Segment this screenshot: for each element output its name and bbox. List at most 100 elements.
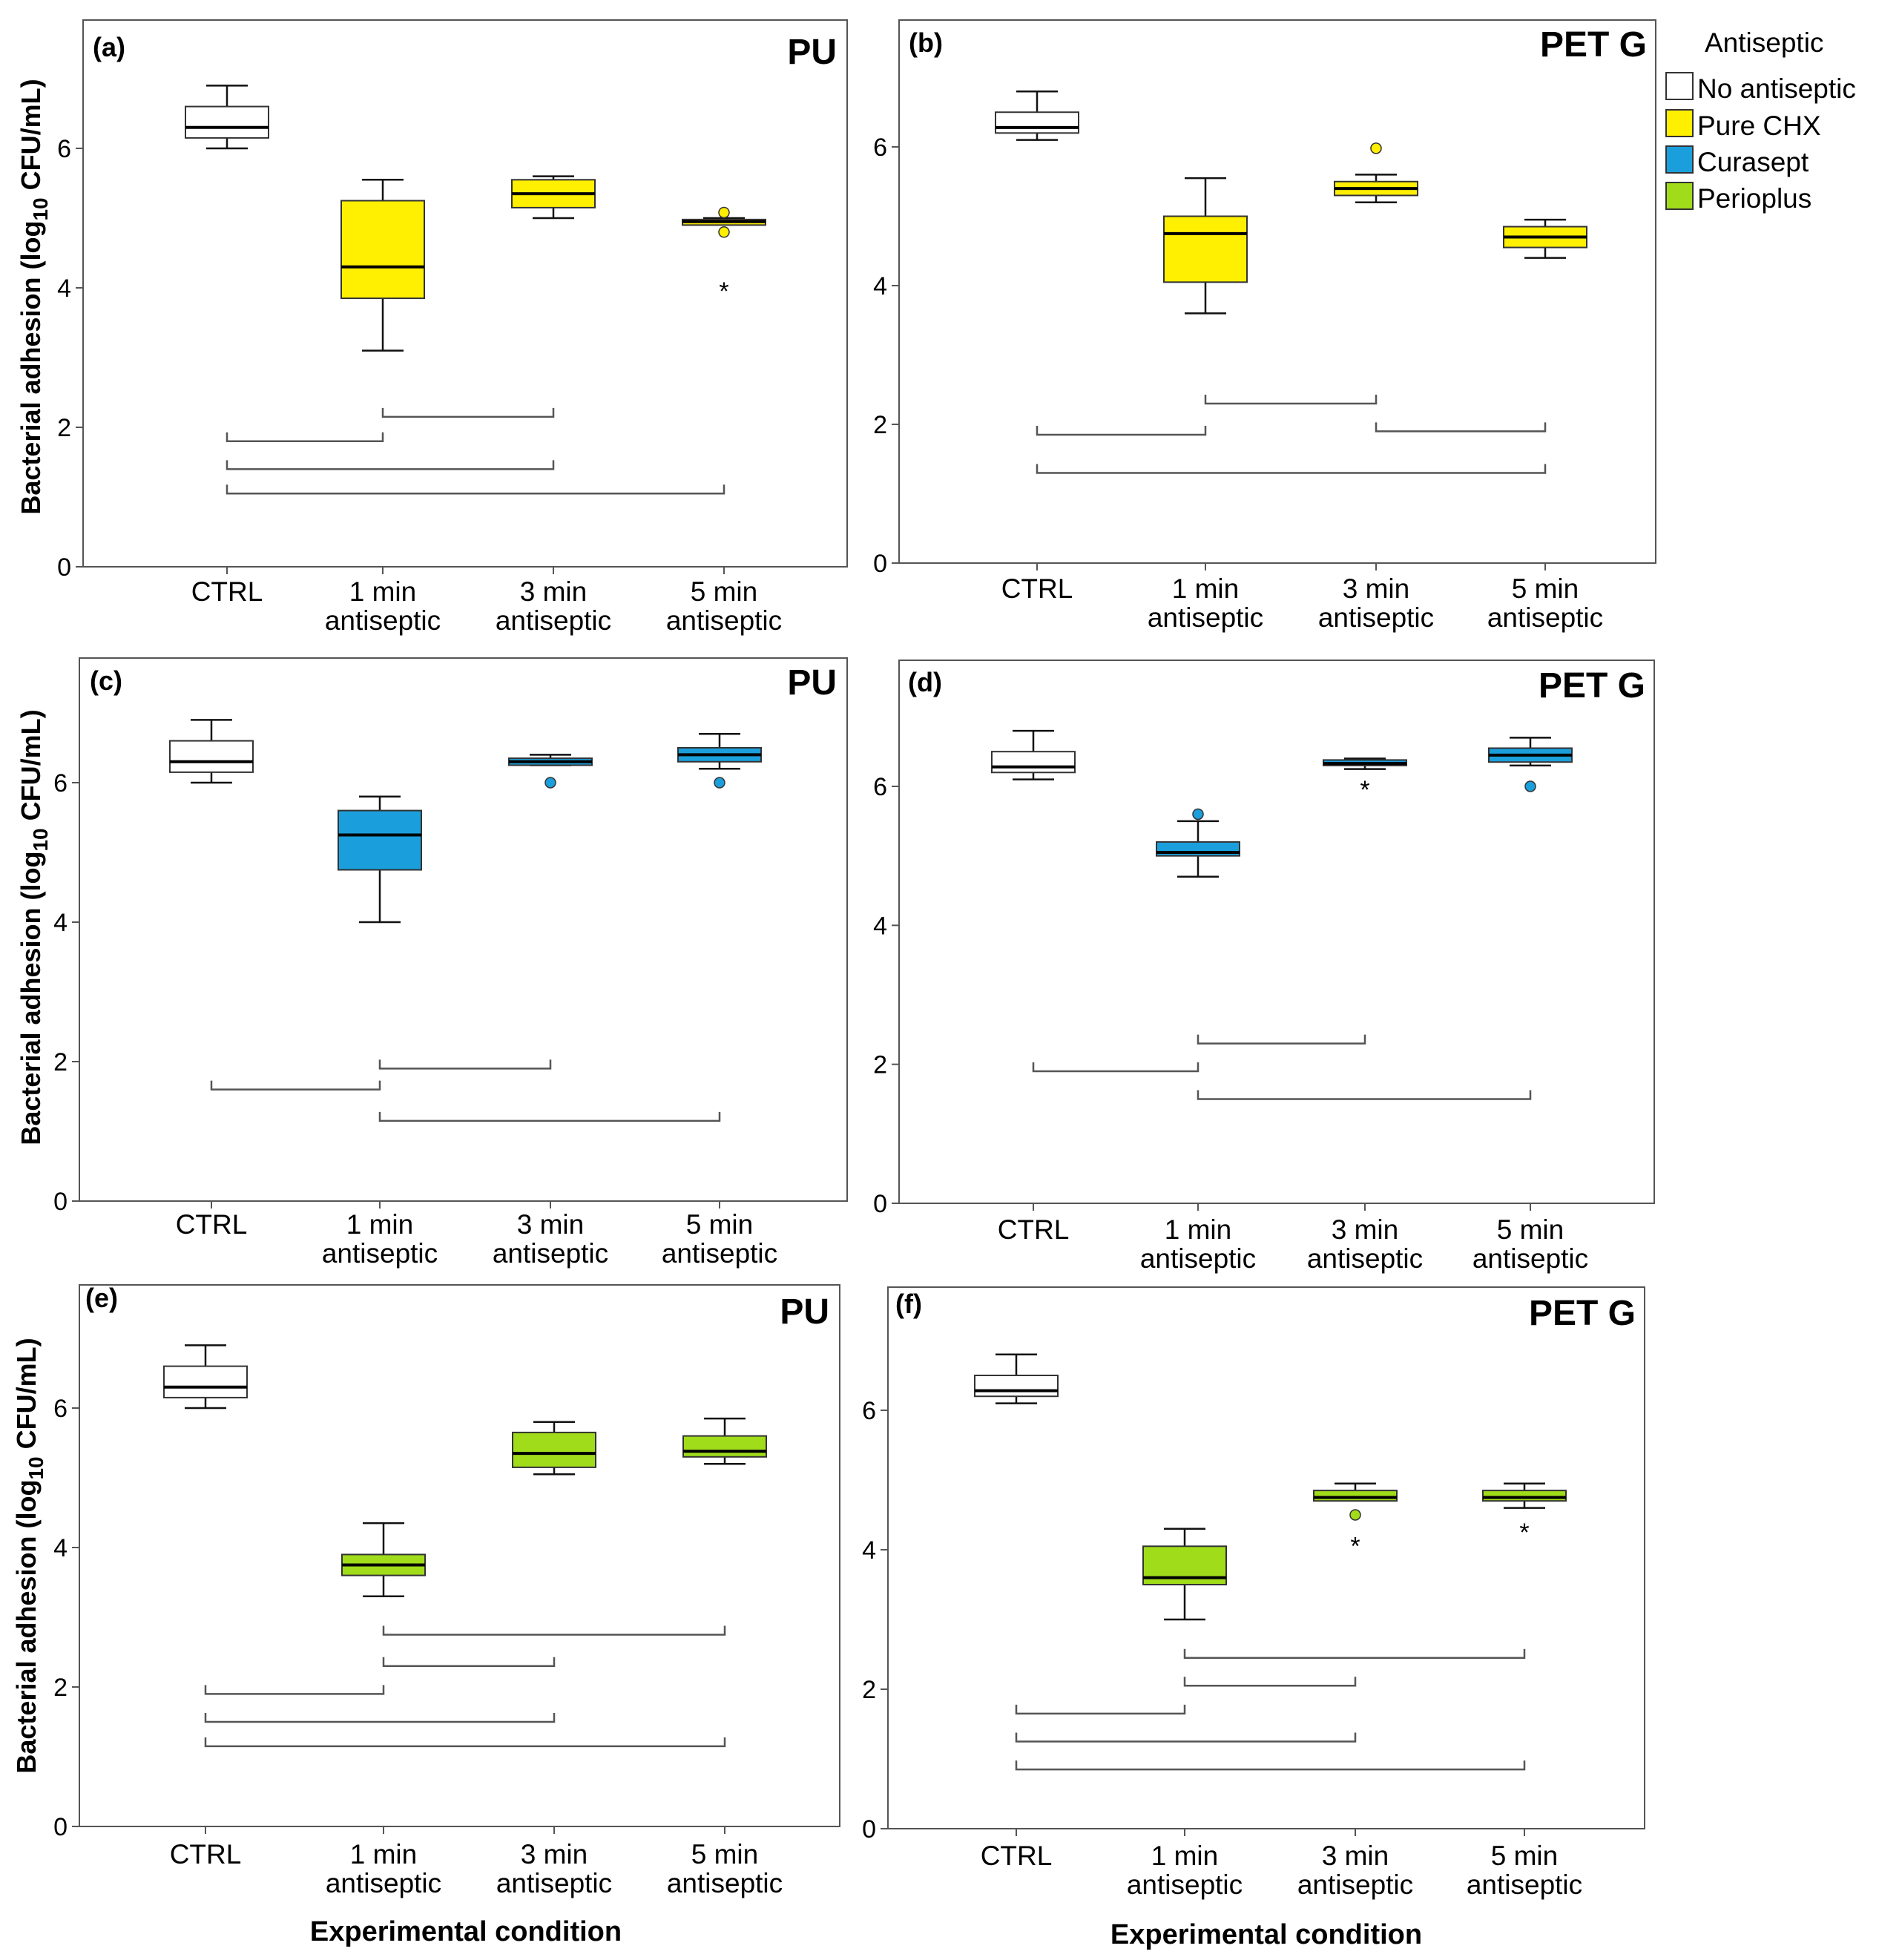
legend: Antiseptic No antiseptic Pure CHX Curase… [1665, 27, 1856, 214]
y-axis-label: Bacterial adhesion (log10 CFU/mL) [16, 709, 52, 1145]
category-label: 5 min [1491, 1841, 1558, 1871]
y-tick-label: 2 [873, 1051, 887, 1079]
significance-bracket [1015, 1704, 1186, 1715]
category-label: 5 min [691, 576, 757, 607]
panel-label: (d) [908, 667, 942, 697]
panel-label: (f) [895, 1289, 922, 1319]
y-tick-label: 2 [53, 1048, 68, 1076]
y-tick-label: 0 [873, 1190, 887, 1218]
category-label: antiseptic [662, 1238, 777, 1269]
x-axis-label: Experimental condition [1110, 1919, 1422, 1950]
y-tick-label: 4 [873, 912, 887, 940]
box-iqr [1482, 1490, 1567, 1502]
y-tick-label: 0 [53, 1188, 68, 1216]
y-tick-label: 6 [862, 1397, 876, 1425]
legend-title: Antiseptic [1705, 27, 1823, 58]
y-tick-label: 4 [53, 1534, 68, 1562]
category-label: 3 min [520, 576, 587, 607]
panel-frame [887, 1286, 1645, 1829]
panel-frame [898, 660, 1655, 1204]
material-label: PET G [1529, 1294, 1636, 1333]
box-iqr [163, 1365, 248, 1398]
y-tick-label: 2 [53, 1674, 68, 1702]
category-label: 3 min [521, 1839, 588, 1869]
legend-swatch [1665, 109, 1694, 137]
category-label: 3 min [517, 1209, 584, 1240]
y-tick-label: 2 [57, 414, 71, 442]
legend-swatch [1665, 72, 1694, 100]
outlier-point [1192, 808, 1204, 820]
outlier-point [1524, 780, 1536, 792]
outlier-point [1370, 142, 1382, 154]
panel-frame [898, 19, 1656, 564]
legend-swatch [1665, 145, 1694, 174]
y-tick-label: 2 [862, 1676, 876, 1704]
category-label: 1 min [349, 576, 416, 607]
legend-label: No antiseptic [1697, 73, 1856, 104]
outlier-point [1349, 1509, 1361, 1521]
category-label: CTRL [191, 576, 263, 607]
significance-bracket [1197, 1090, 1532, 1100]
box-iqr [512, 1431, 596, 1468]
y-tick-label: 4 [873, 272, 887, 300]
material-label: PU [787, 33, 837, 72]
panel-label: (e) [85, 1283, 118, 1313]
category-label: antiseptic [667, 1868, 783, 1898]
category-label: antiseptic [493, 1238, 608, 1269]
panel-frame [79, 657, 848, 1202]
box-iqr [1313, 1490, 1398, 1502]
significance-bracket [226, 432, 384, 443]
significance-bracket [1183, 1677, 1357, 1687]
category-label: 1 min [1151, 1841, 1218, 1871]
category-label: antiseptic [1127, 1869, 1243, 1900]
material-label: PU [787, 663, 837, 703]
panel-label: (b) [909, 27, 943, 58]
category-label: antiseptic [1297, 1869, 1413, 1900]
legend-item-pure-chx: Pure CHX [1665, 109, 1821, 141]
legend-item-perioplus: Perioplus [1665, 182, 1811, 214]
category-label: antiseptic [496, 605, 611, 636]
box-iqr [340, 200, 425, 300]
category-label: CTRL [176, 1209, 248, 1240]
extreme-marker: * [1350, 1533, 1360, 1561]
category-label: antiseptic [1467, 1869, 1582, 1900]
significance-bracket [382, 1625, 726, 1636]
significance-bracket [378, 1059, 552, 1070]
y-tick-label: 6 [53, 769, 68, 798]
y-tick-label: 4 [53, 909, 68, 937]
significance-bracket [1036, 464, 1547, 474]
box-iqr [995, 111, 1079, 134]
panel-frame [82, 19, 848, 568]
box-iqr [1163, 215, 1248, 283]
category-label: 5 min [691, 1839, 758, 1869]
category-label: 1 min [1172, 573, 1239, 604]
significance-bracket [382, 1657, 556, 1668]
box-iqr [185, 105, 269, 139]
outlier-point [718, 206, 730, 219]
panel-label: (a) [93, 32, 125, 62]
significance-bracket [1183, 1648, 1526, 1659]
legend-swatch [1665, 182, 1694, 210]
y-tick-label: 4 [862, 1536, 876, 1565]
box-iqr [338, 809, 422, 871]
significance-bracket [1015, 1732, 1357, 1743]
category-label: 3 min [1322, 1841, 1389, 1871]
y-tick-label: 2 [873, 411, 887, 439]
extreme-marker: * [1360, 776, 1369, 804]
y-tick-label: 6 [57, 135, 71, 163]
significance-bracket [1375, 422, 1547, 433]
category-label: 3 min [1343, 573, 1409, 604]
y-tick-label: 6 [873, 773, 887, 801]
category-label: antiseptic [1307, 1243, 1423, 1274]
box-iqr [974, 1375, 1059, 1398]
category-label: 1 min [346, 1209, 413, 1240]
legend-item-curasept: Curasept [1665, 145, 1809, 177]
material-label: PET G [1540, 25, 1647, 65]
